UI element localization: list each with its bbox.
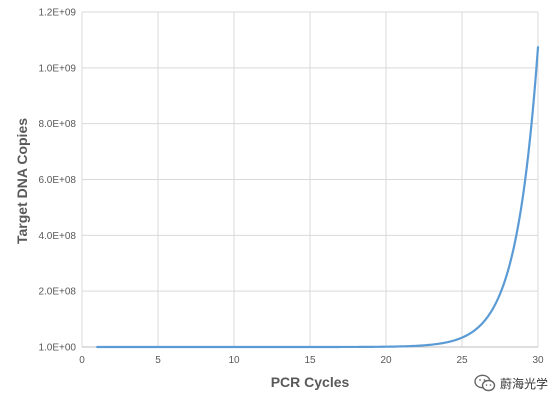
watermark-text: 蔚海光学 (499, 376, 548, 391)
grid (81, 11, 539, 348)
x-tick-label: 10 (228, 355, 240, 366)
series-line (96, 46, 540, 349)
series (96, 46, 540, 349)
x-tick-label: 15 (304, 355, 316, 366)
y-tick-label: 1.0E+00 (38, 343, 76, 354)
x-tick-label: 0 (79, 355, 85, 366)
y-tick-label: 1.0E+09 (38, 63, 76, 74)
y-tick-label: 6.0E+08 (38, 175, 76, 186)
y-tick-label: 8.0E+08 (38, 119, 76, 130)
x-axis-title: PCR Cycles (271, 374, 350, 390)
x-tick-label: 30 (532, 355, 544, 366)
watermark: 蔚海光学 (474, 374, 548, 392)
y-axis-title: Target DNA Copies (14, 118, 30, 244)
wechat-icon (474, 374, 496, 392)
x-tick-label: 5 (155, 355, 161, 366)
x-axis-ticks: 0 5 10 15 20 25 30 (79, 355, 544, 366)
y-tick-label: 1.2E+09 (38, 8, 76, 19)
y-tick-label: 2.0E+08 (38, 287, 76, 298)
x-tick-label: 20 (380, 355, 392, 366)
x-tick-label: 25 (456, 355, 468, 366)
y-axis-ticks: 1.0E+00 2.0E+08 4.0E+08 6.0E+08 8.0E+08 1.0E+… (38, 8, 76, 354)
y-tick-label: 4.0E+08 (38, 231, 76, 242)
